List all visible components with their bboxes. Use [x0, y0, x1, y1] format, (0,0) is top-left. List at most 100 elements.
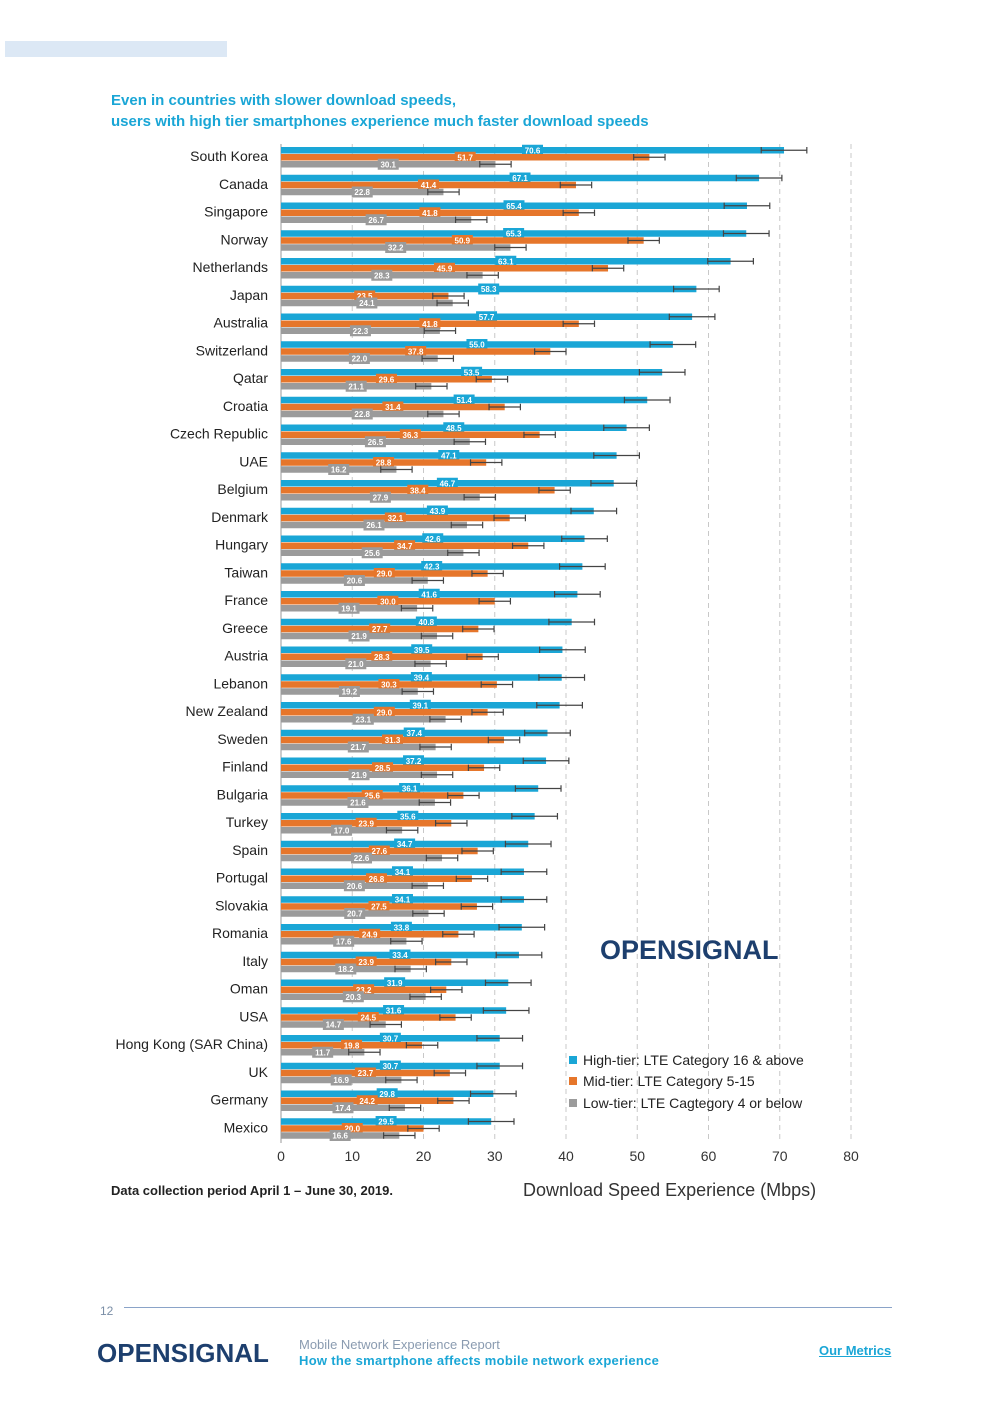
data-label-box	[478, 283, 500, 295]
data-label-box	[417, 179, 439, 191]
data-label-box	[453, 394, 475, 406]
data-label-box	[341, 1123, 363, 1134]
data-label-box	[331, 824, 353, 836]
data-label-box	[373, 457, 395, 468]
data-label: 43.9	[430, 507, 446, 516]
data-label-box	[348, 630, 370, 642]
data-label: 41.8	[422, 320, 438, 329]
data-label: 22.6	[354, 854, 370, 863]
data-label: 29.8	[379, 1090, 395, 1099]
data-label-box	[389, 949, 411, 961]
category-label: Canada	[219, 176, 268, 192]
data-label-box	[368, 845, 390, 857]
data-label: 33.8	[394, 923, 410, 932]
data-label-box	[466, 339, 488, 350]
category-label: Portugal	[216, 870, 268, 886]
data-label-box	[338, 602, 360, 614]
data-label: 24.2	[359, 1097, 375, 1106]
chart-legend: High-tier: LTE Category 16 & above Mid-t…	[569, 1049, 804, 1114]
category-label: France	[224, 592, 268, 608]
data-collection-note: Data collection period April 1 – June 30…	[111, 1183, 394, 1198]
data-label: 27.9	[373, 493, 389, 502]
x-axis-title: Download Speed Experience (Mbps)	[523, 1180, 817, 1200]
data-label-box	[349, 325, 371, 337]
data-label: 51.7	[457, 153, 473, 162]
chart-title-line-1: Even in countries with slower download s…	[111, 92, 457, 109]
data-label: 19.2	[342, 688, 358, 697]
data-label: 23.2	[356, 986, 372, 995]
data-label: 27.6	[372, 847, 388, 856]
category-label: UK	[249, 1064, 269, 1080]
data-label: 57.7	[479, 313, 495, 322]
data-label-box	[503, 200, 525, 212]
data-label: 23.9	[358, 819, 374, 828]
data-label: 28.3	[374, 653, 390, 662]
data-label-box	[377, 595, 399, 607]
data-label-box	[365, 873, 387, 885]
data-label: 37.4	[406, 729, 422, 738]
data-label: 29.6	[379, 375, 395, 384]
category-label: Taiwan	[224, 564, 268, 580]
opensignal-logo-text: OPENSIGNAL	[97, 1338, 269, 1368]
category-label: Sweden	[217, 731, 268, 747]
header-band	[5, 41, 227, 57]
data-label-box	[368, 901, 390, 912]
data-label: 21.9	[351, 632, 367, 641]
legend-swatch-high	[569, 1055, 577, 1064]
data-label: 17.6	[336, 937, 352, 946]
data-label-box	[371, 269, 393, 281]
data-label-box	[410, 672, 432, 683]
data-label-box	[422, 533, 444, 545]
data-label: 31.6	[386, 1007, 402, 1016]
data-label: 20.7	[347, 910, 363, 919]
legend-item-low: Low-tier: LTE Cagtegory 4 or below	[569, 1092, 804, 1114]
data-label-box	[426, 505, 448, 517]
data-label-box	[385, 242, 407, 253]
data-label-box	[376, 1088, 398, 1100]
data-label-box	[443, 422, 465, 434]
data-label: 21.6	[350, 799, 366, 808]
data-label: 28.8	[376, 459, 392, 468]
data-label-box	[328, 464, 350, 475]
category-label: South Korea	[190, 148, 268, 164]
data-label-box	[338, 686, 360, 697]
category-label: Hungary	[215, 537, 268, 553]
category-label: Germany	[210, 1092, 268, 1108]
data-label: 55.0	[469, 341, 485, 350]
data-label: 32.2	[388, 244, 404, 253]
data-label-box	[373, 568, 395, 579]
data-label-box	[356, 297, 378, 309]
x-tick-label: 50	[629, 1148, 645, 1164]
category-label: Italy	[242, 953, 268, 969]
data-label-box	[399, 783, 421, 794]
opensignal-watermark-logo: OPENSIGNAL	[600, 935, 779, 965]
data-label-box	[405, 346, 427, 357]
data-label-box	[371, 651, 393, 663]
data-label-box	[379, 1060, 401, 1072]
our-metrics-link[interactable]: Our Metrics	[819, 1343, 892, 1358]
data-label: 19.8	[344, 1041, 360, 1050]
category-label: Mexico	[224, 1119, 269, 1135]
data-label-box	[359, 928, 381, 940]
opensignal-logo-graphic: OPENSIGNAL	[97, 1338, 269, 1368]
data-label-box	[522, 144, 544, 156]
data-label-box	[394, 838, 416, 850]
data-label: 22.3	[353, 327, 369, 336]
data-label: 67.1	[512, 174, 528, 183]
data-label: 24.5	[360, 1014, 376, 1023]
data-label: 45.9	[437, 264, 453, 273]
data-label: 36.1	[402, 785, 418, 794]
data-label-box	[391, 866, 413, 878]
data-label: 24.9	[362, 930, 378, 939]
category-label: Czech Republic	[170, 426, 268, 442]
data-label-box	[329, 1130, 351, 1141]
data-label: 26.8	[369, 875, 385, 884]
data-label-box	[347, 741, 369, 753]
data-label: 38.4	[410, 486, 426, 495]
data-label: 30.1	[380, 160, 396, 169]
data-label-box	[322, 1019, 344, 1030]
category-label: Australia	[214, 315, 269, 331]
legend-item-high: High-tier: LTE Category 16 & above	[569, 1049, 804, 1071]
data-label: 29.0	[377, 708, 393, 717]
data-label: 23.1	[356, 715, 372, 724]
